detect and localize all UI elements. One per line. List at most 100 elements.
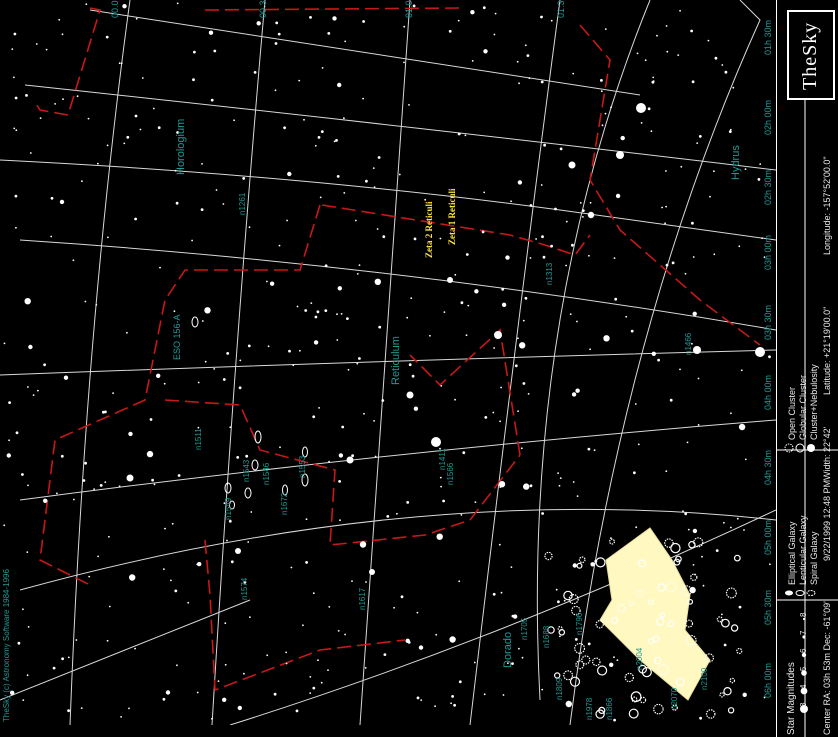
star bbox=[164, 527, 166, 530]
star bbox=[550, 244, 553, 248]
cluster-marker bbox=[659, 612, 666, 618]
star bbox=[176, 664, 178, 667]
star bbox=[453, 703, 456, 707]
object-label[interactable]: n1688 bbox=[542, 625, 551, 648]
star bbox=[679, 9, 681, 12]
object-label[interactable]: n1705 bbox=[520, 617, 529, 640]
star bbox=[588, 254, 590, 257]
star bbox=[81, 180, 83, 183]
star bbox=[500, 591, 503, 594]
star bbox=[713, 253, 716, 256]
star bbox=[314, 144, 317, 147]
star bbox=[381, 399, 385, 402]
cluster-marker bbox=[568, 593, 579, 605]
star-label-zeta1-reticuli[interactable]: Zeta 1 Reticuli bbox=[447, 188, 457, 246]
object-label[interactable]: n1313 bbox=[545, 262, 554, 285]
star bbox=[535, 238, 537, 240]
cluster-marker bbox=[547, 626, 555, 634]
object-label[interactable]: n1261 bbox=[238, 192, 247, 215]
star bbox=[529, 484, 533, 488]
cluster-marker bbox=[595, 709, 605, 719]
star bbox=[416, 696, 420, 700]
star-label-zeta2-reticuli[interactable]: Zeta 2 Reticuli bbox=[424, 201, 434, 259]
object-label[interactable]: n1543 bbox=[242, 459, 251, 482]
star bbox=[151, 478, 155, 482]
star bbox=[692, 564, 695, 566]
legend-cluster-nebulosity: Cluster+Nebulosity bbox=[809, 364, 819, 440]
star bbox=[483, 191, 486, 194]
star bbox=[677, 54, 680, 56]
object-label[interactable]: n1566 bbox=[446, 462, 455, 485]
star bbox=[604, 112, 607, 115]
object-label[interactable]: n1511 bbox=[194, 428, 203, 450]
star bbox=[702, 584, 705, 587]
star bbox=[576, 495, 579, 497]
cluster-marker bbox=[639, 696, 647, 704]
star bbox=[473, 661, 476, 664]
star bbox=[217, 680, 220, 682]
object-label[interactable]: n1546 bbox=[262, 462, 271, 485]
star bbox=[457, 132, 461, 136]
cluster-marker bbox=[578, 556, 586, 564]
star bbox=[442, 499, 445, 503]
object-label[interactable]: n1553 bbox=[298, 455, 307, 478]
star bbox=[149, 418, 153, 421]
cluster-marker bbox=[670, 542, 681, 554]
star bbox=[104, 410, 107, 414]
star bbox=[630, 329, 634, 333]
star bbox=[250, 511, 253, 513]
star bbox=[740, 369, 743, 372]
star bbox=[247, 541, 250, 543]
object-label[interactable]: n1617 bbox=[358, 587, 367, 610]
star-chart[interactable]: 00.00 00.30 01.00 01.30 01h 30m 02h 00m … bbox=[0, 0, 777, 726]
star bbox=[14, 96, 18, 100]
star bbox=[359, 541, 367, 548]
object-label[interactable]: n1549 bbox=[224, 497, 233, 520]
cluster-marker bbox=[730, 624, 739, 632]
legend-open-cluster: Open Cluster bbox=[787, 386, 797, 440]
ra-right-label: 06h 00m bbox=[763, 662, 773, 698]
star bbox=[738, 245, 741, 248]
star bbox=[163, 568, 165, 570]
object-label[interactable]: n2004 bbox=[635, 647, 644, 670]
star bbox=[572, 563, 577, 568]
star bbox=[295, 709, 299, 713]
object-label[interactable]: n1574 bbox=[240, 577, 249, 600]
star bbox=[76, 95, 79, 98]
star bbox=[319, 196, 322, 199]
star bbox=[559, 635, 561, 638]
star bbox=[372, 167, 375, 170]
star bbox=[661, 206, 663, 209]
object-label[interactable]: n2070 bbox=[670, 687, 679, 710]
star-mag-value: 7 bbox=[799, 630, 808, 635]
object-label[interactable]: n1672 bbox=[280, 492, 289, 515]
star bbox=[625, 315, 628, 318]
star bbox=[443, 311, 446, 313]
cluster-marker bbox=[628, 708, 639, 719]
star bbox=[669, 398, 673, 402]
star bbox=[196, 691, 199, 694]
object-label[interactable]: n1978 bbox=[585, 697, 594, 720]
object-label[interactable]: n2100 bbox=[700, 667, 709, 690]
object-label[interactable]: n1866 bbox=[605, 697, 614, 720]
star bbox=[620, 135, 625, 141]
star bbox=[738, 605, 742, 609]
star bbox=[494, 12, 497, 15]
bright-star bbox=[636, 103, 646, 113]
star bbox=[403, 61, 405, 64]
object-label[interactable]: n1466 bbox=[684, 332, 693, 355]
star bbox=[8, 439, 11, 442]
cluster-marker bbox=[687, 598, 694, 605]
star bbox=[744, 458, 747, 461]
star bbox=[27, 626, 30, 628]
object-label[interactable]: n1809 bbox=[555, 677, 564, 700]
star bbox=[249, 616, 251, 618]
star bbox=[403, 25, 406, 28]
object-label[interactable]: n1796 bbox=[575, 612, 584, 635]
cluster-marker bbox=[569, 676, 581, 687]
star bbox=[318, 407, 320, 409]
star bbox=[75, 639, 78, 641]
object-label[interactable]: ESO 156-A bbox=[172, 314, 182, 360]
star bbox=[686, 441, 689, 444]
star-chart-canvas[interactable] bbox=[0, 0, 777, 726]
